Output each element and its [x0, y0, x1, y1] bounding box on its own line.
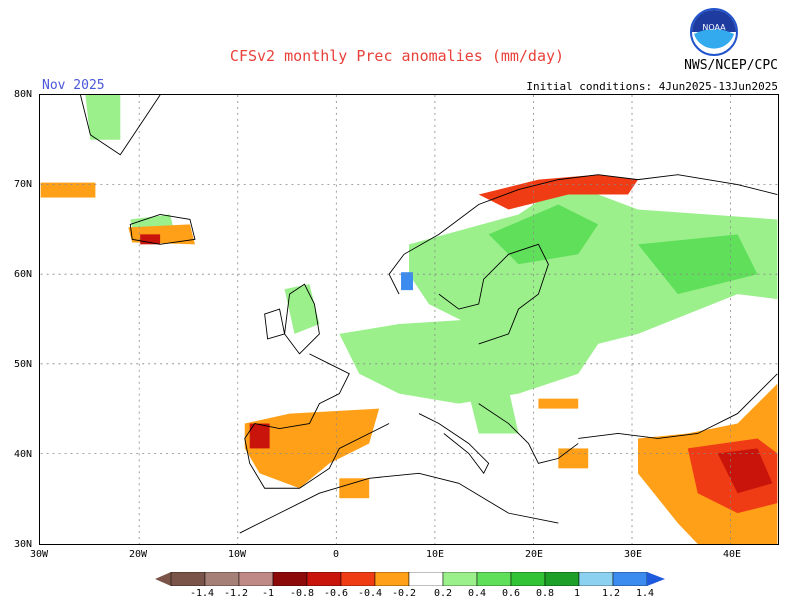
colorbar-bin-5: [306, 572, 342, 586]
colorbar-label: 0.8: [536, 588, 555, 599]
colorbar-bin-7: [374, 572, 410, 586]
lon-label-0: 0: [333, 549, 340, 560]
russia-mid-wet: [637, 234, 758, 295]
lon-label-20e: 20E: [525, 549, 544, 560]
lat-label-60n: 60N: [14, 269, 33, 280]
lon-label-10e: 10E: [426, 549, 445, 560]
mideast-dark-dry: [717, 448, 773, 494]
logo-text: NOAA: [702, 23, 726, 32]
greenland-coast: [80, 95, 161, 156]
balkan-dry: [538, 398, 579, 409]
colorbar-high-arrow: [647, 572, 665, 586]
iceland-dry-area: [128, 224, 195, 245]
greenland-dry-area: [40, 182, 96, 198]
north-africa-coast: [239, 472, 559, 534]
noaa-logo: NOAA: [690, 8, 738, 56]
colorbar-bin-10: [476, 572, 512, 586]
colorbar-label: -0.8: [290, 588, 315, 599]
colorbar-bin-1: [170, 572, 206, 586]
colorbar-label: -1.2: [224, 588, 249, 599]
colorbar-label: 1: [574, 588, 581, 599]
lon-label-10w: 10W: [228, 549, 247, 560]
iberia-dark-dry: [249, 423, 270, 449]
europe-west-coast: [244, 353, 390, 489]
colorbar-bin-13: [578, 572, 614, 586]
scandinavia-mid-wet: [488, 204, 599, 265]
map-area: [39, 94, 779, 545]
agency-label: NWS/NCEP/CPC: [684, 58, 778, 73]
baltic-coast: [438, 243, 549, 345]
colorbar-bin-9: [442, 572, 478, 586]
north-africa-dry: [339, 478, 370, 499]
colorbar-bin-2: [204, 572, 240, 586]
colorbar-label: 1.2: [602, 588, 621, 599]
colorbar-bin-4: [272, 572, 308, 586]
iceland-dark-dry: [140, 234, 161, 245]
colorbar-bin-11: [510, 572, 546, 586]
colorbar-bin-12: [544, 572, 580, 586]
italy-coast: [418, 413, 490, 475]
colorbar-label: 0.2: [434, 588, 453, 599]
initial-conditions: Initial conditions: 4Jun2025-13Jun2025: [526, 80, 778, 93]
iceland-coast: [129, 214, 196, 245]
forecast-month: Nov 2025: [42, 78, 105, 93]
colorbar-label: 0.4: [468, 588, 487, 599]
colorbar-bin-3: [238, 572, 274, 586]
colorbar-bin-8: [408, 572, 444, 586]
map-title: CFSv2 monthly Prec anomalies (mm/day): [229, 47, 565, 65]
lon-label-30w: 30W: [30, 549, 49, 560]
balkan-wet: [468, 388, 519, 434]
colorbar-label: -1.4: [190, 588, 215, 599]
anomaly-fields: [40, 95, 778, 544]
scandinavia-coast: [388, 174, 778, 295]
colorbar: [155, 572, 665, 586]
lon-label-30e: 30E: [624, 549, 643, 560]
colorbar-label: 1.4: [636, 588, 655, 599]
lon-label-40e: 40E: [723, 549, 742, 560]
colorbar-label: -1: [262, 588, 275, 599]
colorbar-bin-6: [340, 572, 376, 586]
lat-label-50n: 50N: [14, 359, 33, 370]
lon-label-20w: 20W: [129, 549, 148, 560]
colorbar-label: -0.4: [358, 588, 383, 599]
colorbar-label: -0.6: [324, 588, 349, 599]
lat-label-80n: 80N: [14, 89, 33, 100]
aegean-dry: [558, 448, 589, 469]
turkey-coast: [578, 373, 778, 439]
colorbar-label: -0.2: [392, 588, 417, 599]
north-norway-dry: [478, 174, 638, 210]
ireland-coast: [264, 308, 286, 340]
balkan-coast: [478, 403, 579, 464]
lat-label-70n: 70N: [14, 179, 33, 190]
norway-wet-blue: [401, 272, 413, 291]
greenland-wet-area: [85, 95, 121, 140]
lat-label-40n: 40N: [14, 449, 33, 460]
coastlines: [80, 95, 778, 534]
lat-label-30n: 30N: [14, 539, 33, 550]
colorbar-bin-14: [612, 572, 648, 586]
colorbar-low-arrow: [155, 572, 171, 586]
colorbar-label: 0.6: [502, 588, 521, 599]
britain-wet: [284, 284, 320, 334]
